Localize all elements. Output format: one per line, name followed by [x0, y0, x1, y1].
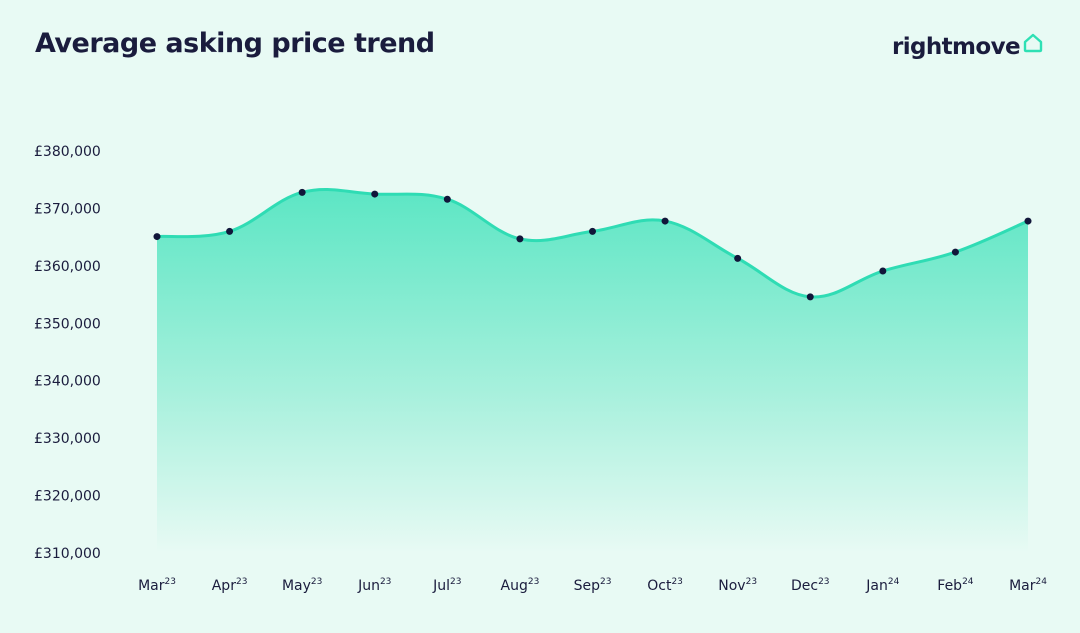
data-point [589, 227, 596, 235]
x-tick-label: Mar23 [138, 577, 176, 594]
y-tick-label: £320,000 [34, 489, 101, 505]
y-tick-label: £350,000 [34, 316, 101, 332]
x-tick-label: Sep23 [574, 577, 612, 594]
data-point [153, 233, 161, 241]
data-point [1024, 217, 1032, 225]
y-tick-label: £380,000 [34, 144, 101, 160]
y-tick-label: £310,000 [34, 546, 101, 562]
y-tick-label: £370,000 [34, 201, 101, 217]
y-tick-label: £330,000 [34, 431, 101, 447]
data-markers [153, 188, 1032, 301]
y-tick-label: £340,000 [34, 374, 101, 390]
data-point [443, 195, 451, 203]
x-tick-label: Dec23 [791, 577, 830, 594]
data-point [879, 267, 887, 275]
brand-name: rightmove [891, 34, 1021, 60]
x-tick-label: Nov23 [718, 577, 757, 594]
area-fill [157, 189, 1028, 553]
page-title: Average asking price trend [35, 28, 435, 59]
data-point [516, 235, 524, 243]
data-point [806, 293, 814, 301]
x-axis: Mar23 Apr23 May23 Jun23 Jul23 Aug23 Sep23 Oct23… [138, 577, 1047, 594]
data-point [298, 188, 306, 196]
x-tick-label: Jun23 [357, 577, 391, 594]
x-tick-label: Oct23 [647, 577, 683, 594]
data-point [734, 254, 742, 262]
x-tick-label: Aug23 [501, 577, 540, 594]
house-icon [1023, 33, 1043, 53]
brand-logo[interactable]: rightmove [891, 33, 1044, 60]
x-tick-label: Jan24 [865, 577, 899, 594]
x-tick-label: May23 [282, 577, 322, 594]
x-tick-label: Jul23 [432, 577, 461, 594]
data-point [371, 190, 379, 198]
data-point [951, 248, 959, 256]
y-axis: £380,000 £370,000 £360,000 £350,000 £340,000… [34, 144, 101, 562]
x-tick-label: Feb24 [937, 577, 974, 594]
data-point [661, 217, 669, 225]
data-point [226, 227, 234, 235]
y-tick-label: £360,000 [34, 259, 101, 275]
x-tick-label: Apr23 [212, 577, 248, 594]
x-tick-label: Mar24 [1009, 577, 1047, 594]
